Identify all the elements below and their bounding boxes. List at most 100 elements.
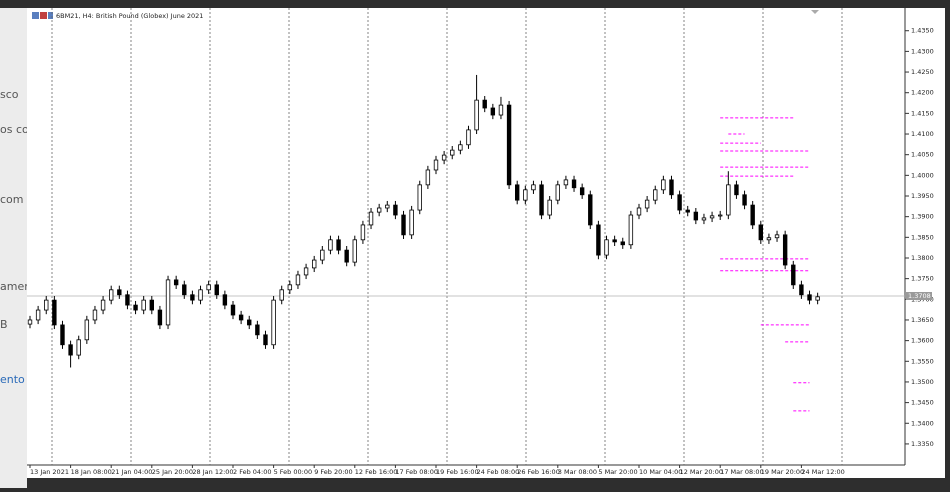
candle-body: [141, 299, 146, 311]
candle-body: [109, 289, 114, 301]
y-tick-label: 1.3900: [911, 213, 934, 221]
candle-body: [206, 284, 211, 291]
candle-body: [758, 224, 763, 241]
candle-body: [393, 204, 398, 216]
candle-body: [165, 279, 171, 326]
candle-body: [620, 241, 625, 246]
candle-body: [117, 289, 122, 296]
candle-body: [344, 249, 349, 263]
candle-body: [628, 214, 634, 246]
x-tick-label: 17 Feb 08:00: [395, 468, 438, 476]
x-tick-label: 13 Jan 2021: [30, 468, 69, 476]
x-tick-label: 21 Jan 04:00: [111, 468, 152, 476]
x-tick-label: 24 Mar 12:00: [801, 468, 844, 476]
plot: [27, 74, 820, 412]
candle-body: [498, 104, 504, 116]
candle-body: [44, 299, 49, 311]
x-tick-label: 18 Jan 08:00: [71, 468, 112, 476]
icon: [32, 12, 39, 19]
icon: [40, 12, 47, 19]
candle-body: [68, 344, 73, 356]
x-tick-label: 19 Feb 16:00: [436, 468, 479, 476]
y-tick-label: 1.3800: [911, 254, 934, 262]
x-tick-label: 10 Mar 04:00: [639, 468, 682, 476]
candle-body: [222, 294, 228, 306]
candle-body: [750, 204, 755, 226]
candle-body: [92, 309, 98, 321]
x-tick-label: 24 Feb 08:00: [477, 468, 520, 476]
candle-body: [198, 289, 203, 301]
candle-body: [490, 107, 496, 116]
candle-body: [774, 234, 780, 239]
candle-body: [214, 284, 219, 296]
y-tick-label: 1.3550: [911, 357, 934, 365]
candle-body: [368, 211, 374, 226]
candle-body: [791, 264, 796, 286]
candle-body: [385, 204, 390, 209]
y-tick-label: 1.4250: [911, 68, 934, 76]
candle-body: [76, 339, 81, 356]
candle-body: [693, 211, 699, 221]
y-tick-label: 1.3350: [911, 440, 934, 448]
x-tick-label: 9 Feb 20:00: [314, 468, 353, 476]
x-tick-label: 5 Feb 00:00: [274, 468, 313, 476]
candle-body: [644, 199, 650, 209]
bg-text: os co: [0, 123, 29, 136]
background-window: [0, 8, 27, 488]
x-tick-label: 19 Mar 20:00: [761, 468, 804, 476]
x-tick-label: 3 Mar 08:00: [558, 468, 597, 476]
candle-body: [782, 234, 788, 266]
candle-body: [35, 309, 41, 321]
candle-body: [596, 224, 601, 256]
y-tick-label: 1.3850: [911, 233, 934, 241]
candle-body: [279, 289, 284, 301]
candle-body: [701, 217, 707, 221]
y-tick-label: 1.3750: [911, 275, 934, 283]
y-tick-label: 1.4100: [911, 130, 934, 138]
x-tick-label: 17 Mar 08:00: [720, 468, 763, 476]
bg-text: sco: [0, 88, 19, 101]
x-tick-label: 2 Feb 04:00: [233, 468, 272, 476]
y-tick-label: 1.3600: [911, 337, 934, 345]
candle-body: [563, 179, 569, 186]
x-tick-label: 5 Mar 20:00: [598, 468, 637, 476]
candle-body: [726, 184, 731, 216]
candle-body: [661, 179, 666, 191]
candle-body: [677, 194, 682, 211]
x-tick-label: 26 Feb 16:00: [517, 468, 560, 476]
candle-body: [125, 294, 130, 306]
candle-body: [441, 154, 447, 161]
x-tick-label: 28 Jan 12:00: [192, 468, 233, 476]
candle-body: [376, 207, 382, 213]
grid: [27, 8, 905, 465]
candle-body: [612, 239, 617, 243]
x-tick-label: 12 Feb 16:00: [355, 468, 398, 476]
y-tick-label: 1.4300: [911, 47, 934, 55]
y-tick-label: 1.4150: [911, 109, 934, 117]
candle-body: [173, 279, 179, 286]
y-tick-label: 1.4200: [911, 89, 934, 97]
candle-body: [669, 179, 674, 196]
icon: [48, 12, 53, 19]
candle-body: [799, 284, 804, 296]
candle-body: [328, 239, 333, 251]
candle-body: [60, 324, 65, 346]
candle-body: [458, 144, 463, 151]
candle-body: [547, 199, 552, 216]
candle-body: [709, 215, 715, 219]
candle-body: [133, 304, 138, 311]
y-tick-label: 1.3950: [911, 192, 934, 200]
chart-title: 6BM21, H4: British Pound (Globex) June 2…: [56, 12, 203, 20]
bg-text: com: [0, 193, 24, 206]
candle-body: [149, 299, 154, 311]
candle-body: [588, 194, 593, 226]
y-tick-label: 1.3450: [911, 399, 934, 407]
candle-body: [474, 99, 479, 131]
shift-marker: [811, 10, 819, 14]
y-tick-label: 1.4350: [911, 27, 934, 35]
y-tick-label: 1.4000: [911, 171, 934, 179]
candle-body: [604, 239, 609, 256]
y-tick-label: 1.3400: [911, 419, 934, 427]
